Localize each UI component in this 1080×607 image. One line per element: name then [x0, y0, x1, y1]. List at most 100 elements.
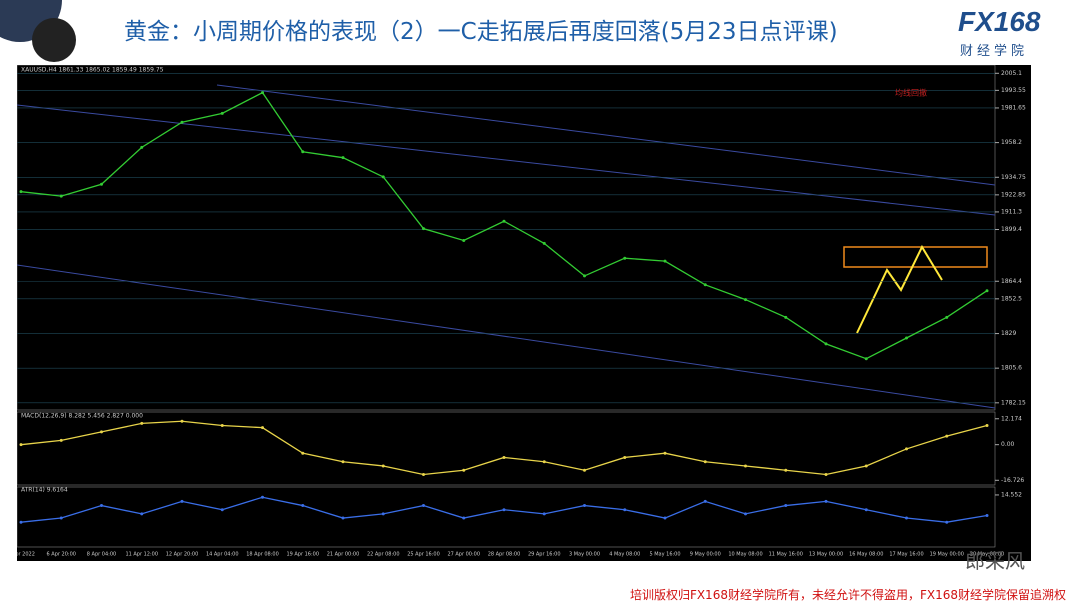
y-tick-label: 1805.6 — [1001, 365, 1022, 372]
point — [381, 464, 385, 468]
x-tick-label: 9 May 00:00 — [690, 552, 721, 558]
x-tick-label: 22 Apr 08:00 — [367, 552, 400, 558]
x-tick-label: 27 Apr 00:00 — [447, 552, 480, 558]
point — [824, 472, 828, 476]
point — [422, 227, 425, 231]
y-tick-label: -16.726 — [1001, 477, 1024, 484]
x-tick-label: 19 Apr 16:00 — [286, 552, 319, 558]
point — [985, 424, 989, 428]
point — [824, 342, 828, 346]
point — [663, 516, 667, 520]
point — [220, 508, 224, 512]
x-tick-label: 25 Apr 16:00 — [407, 552, 440, 558]
y-tick-label: 1922.85 — [1001, 191, 1026, 198]
point — [864, 508, 868, 512]
point — [220, 424, 224, 428]
point — [945, 315, 949, 319]
point — [140, 145, 144, 149]
y-tick-label: 12.174 — [1001, 415, 1022, 422]
y-tick-label: 1993.55 — [1001, 87, 1026, 94]
x-tick-label: 6 Apr 20:00 — [47, 552, 76, 558]
point — [623, 455, 627, 459]
point — [341, 156, 345, 160]
y-tick-label: 2005.1 — [1001, 70, 1022, 77]
x-tick-label: 10 May 08:00 — [728, 552, 762, 558]
panel-title: XAUUSD,H4 1861.33 1865.02 1859.49 1859.7… — [21, 67, 164, 74]
point — [905, 516, 908, 520]
y-tick-label: 1981.65 — [1001, 104, 1026, 111]
point — [341, 516, 345, 520]
watermark: 郎采风 — [965, 549, 1025, 573]
point — [220, 111, 224, 115]
x-tick-label: 8 Apr 04:00 — [87, 552, 116, 558]
y-tick-label: 0.00 — [1001, 441, 1015, 448]
point — [663, 259, 667, 263]
point — [744, 298, 747, 302]
panel-title: ATR(14) 9.6164 — [21, 487, 68, 494]
point — [301, 451, 305, 455]
x-tick-label: 14 Apr 04:00 — [206, 552, 239, 558]
x-tick-label: 16 May 08:00 — [849, 552, 883, 558]
point — [905, 447, 908, 451]
point — [462, 238, 466, 242]
point — [381, 175, 385, 179]
point — [19, 520, 23, 524]
point — [583, 468, 586, 472]
annotation: 均线回撤 — [895, 88, 927, 98]
y-tick-label: 1782.15 — [1001, 399, 1026, 406]
point — [100, 504, 103, 508]
point — [59, 438, 63, 442]
point — [663, 451, 667, 455]
footer: 培训版权归FX168财经学院所有，未经允许不得盗用，FX168财经学院保留追溯权 — [629, 588, 1066, 602]
y-tick-label: 1911.3 — [1001, 208, 1022, 215]
point — [180, 419, 184, 423]
x-tick-label: 28 Apr 08:00 — [488, 552, 521, 558]
point — [301, 504, 305, 508]
point — [542, 512, 546, 516]
x-tick-label: 13 May 00:00 — [809, 552, 843, 558]
point — [180, 120, 184, 124]
point — [19, 190, 23, 194]
x-tick-label: 17 May 16:00 — [889, 552, 923, 558]
point — [261, 426, 264, 430]
point — [140, 421, 144, 425]
point — [784, 468, 788, 472]
point — [784, 504, 788, 508]
point — [744, 464, 747, 468]
point — [100, 430, 103, 434]
point — [985, 289, 989, 293]
y-tick-label: 1852.5 — [1001, 295, 1022, 302]
point — [462, 516, 466, 520]
point — [422, 504, 425, 508]
x-tick-label: 5 Apr 2022 — [17, 552, 35, 558]
point — [703, 499, 707, 503]
panel-title: MACD(12,26,9) 8.282 5.456 2.827 0.000 — [21, 413, 143, 420]
point — [261, 91, 264, 95]
logo-sub: 财经学院 — [960, 44, 1029, 59]
point — [542, 241, 546, 245]
x-tick-label: 20 May 08:00 — [970, 552, 1004, 558]
point — [905, 336, 908, 340]
point — [864, 357, 868, 361]
point — [583, 274, 586, 278]
point — [422, 472, 425, 476]
point — [502, 219, 506, 223]
point — [140, 512, 144, 516]
point — [703, 460, 707, 464]
x-tick-label: 11 Apr 12:00 — [125, 552, 158, 558]
point — [703, 283, 707, 287]
y-tick-label: 1864.4 — [1001, 278, 1022, 285]
x-tick-label: 3 May 00:00 — [569, 552, 600, 558]
point — [623, 508, 627, 512]
point — [301, 150, 305, 154]
point — [744, 512, 747, 516]
y-tick-label: 1958.2 — [1001, 139, 1022, 146]
point — [824, 499, 828, 503]
logo: FX168 — [958, 6, 1041, 37]
y-tick-label: 1934.75 — [1001, 174, 1026, 181]
point — [261, 495, 264, 499]
title: 黄金：小周期价格的表现（2）一C走拓展后再度回落(5月23日点评课) — [124, 19, 838, 45]
y-tick-label: 1899.4 — [1001, 226, 1022, 233]
